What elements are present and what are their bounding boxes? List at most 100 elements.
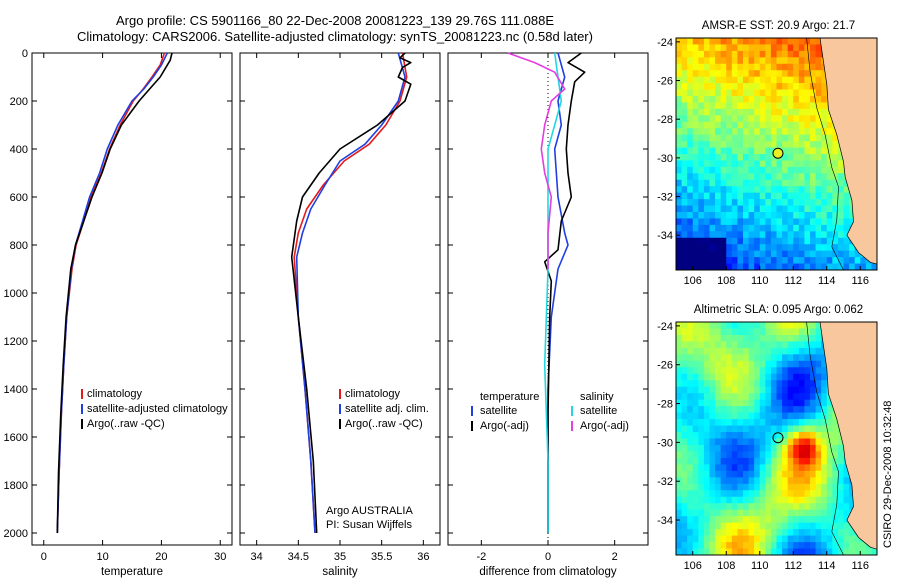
map-cell <box>815 373 822 381</box>
map-cell <box>687 231 694 239</box>
map-cell <box>804 134 811 142</box>
map-cell <box>826 115 833 123</box>
map-cell <box>782 367 789 375</box>
map-cell <box>754 496 761 504</box>
map-cell <box>676 121 682 129</box>
map-cell <box>737 224 744 232</box>
map-cell <box>731 522 738 530</box>
map-cell <box>815 347 822 355</box>
map-cell <box>676 425 682 433</box>
x-tick-label: -2 <box>476 551 486 563</box>
map-cell <box>687 102 694 110</box>
map-cell <box>810 141 816 148</box>
map-cell <box>776 121 783 129</box>
map-cell <box>754 147 761 155</box>
map-cell <box>687 205 694 213</box>
map-cell <box>687 419 694 426</box>
map-cell <box>731 231 738 239</box>
map-cell <box>709 522 716 530</box>
map-cell <box>776 457 783 465</box>
map-cell <box>737 399 744 407</box>
map-cell <box>743 244 749 252</box>
panel-annotation: PI: Susan Wijffels <box>326 519 412 531</box>
map-cell <box>815 121 822 129</box>
map-cell <box>737 470 744 478</box>
map-cell <box>726 328 733 336</box>
map-cell <box>731 257 738 264</box>
map-cell <box>715 393 722 401</box>
map-cell <box>821 393 828 401</box>
map-cell <box>776 160 783 168</box>
map-cell <box>782 393 789 401</box>
map-cell <box>798 160 805 168</box>
map-cell <box>692 477 699 485</box>
map-cell <box>759 224 766 232</box>
map-cell <box>703 128 710 136</box>
map-cell <box>754 477 761 485</box>
map-cell <box>692 224 699 232</box>
map-cell <box>821 173 828 181</box>
map-cell <box>815 154 822 161</box>
map-cell <box>815 76 822 84</box>
map-cell <box>720 108 727 116</box>
map-cell <box>743 399 749 407</box>
map-cell <box>787 464 794 472</box>
map-cell <box>787 535 794 543</box>
map-cell <box>759 218 766 226</box>
map-cell <box>681 154 688 161</box>
map-cell <box>770 263 777 271</box>
y-tick-label: 200 <box>10 96 28 108</box>
map-cell <box>737 464 744 472</box>
map-cell <box>798 535 805 543</box>
x-tick-label: 35.5 <box>371 551 392 563</box>
map-cell <box>743 354 749 362</box>
map-cell <box>754 347 761 355</box>
map-cell <box>770 438 777 446</box>
map-cell <box>826 128 833 136</box>
map-cell <box>726 367 733 375</box>
map-cell <box>765 134 772 142</box>
map-cell <box>676 451 682 459</box>
map-cell <box>832 244 839 252</box>
y-tick-label: 2000 <box>4 528 28 540</box>
map-cell <box>782 399 789 407</box>
map-cell <box>804 432 811 439</box>
map-cell <box>687 134 694 142</box>
map-cell <box>826 141 833 148</box>
map-y-tick-label: -34 <box>657 515 673 527</box>
map-cell <box>770 186 777 194</box>
map-cell <box>759 509 766 517</box>
x-tick-label: 20 <box>155 551 167 563</box>
map-cell <box>737 477 744 485</box>
map-cell <box>687 464 694 472</box>
map-cell <box>754 108 761 116</box>
map-cell <box>826 160 833 168</box>
map-cell <box>770 451 777 459</box>
map-cell <box>687 347 694 355</box>
map-cell <box>687 373 694 381</box>
map-cell <box>731 186 738 194</box>
map-cell <box>815 244 822 252</box>
map-cell <box>681 76 688 84</box>
map-cell <box>726 399 733 407</box>
map-cell <box>692 522 699 530</box>
map-cell <box>681 96 688 103</box>
map-cell <box>832 477 839 485</box>
map-cell <box>821 237 828 245</box>
map-cell <box>726 386 733 394</box>
map-x-tick-label: 106 <box>684 560 702 572</box>
map-cell <box>776 470 783 478</box>
map-cell <box>821 160 828 168</box>
map-cell <box>703 360 710 368</box>
map-cell <box>698 166 705 174</box>
map-cell <box>821 477 828 485</box>
map-cell <box>826 542 833 549</box>
map-cell <box>787 205 794 213</box>
map-cell <box>832 212 839 219</box>
map-cell <box>748 548 755 556</box>
map-cell <box>798 115 805 123</box>
map-cell <box>754 173 761 181</box>
map-cell <box>720 89 727 97</box>
map-cell <box>765 464 772 472</box>
